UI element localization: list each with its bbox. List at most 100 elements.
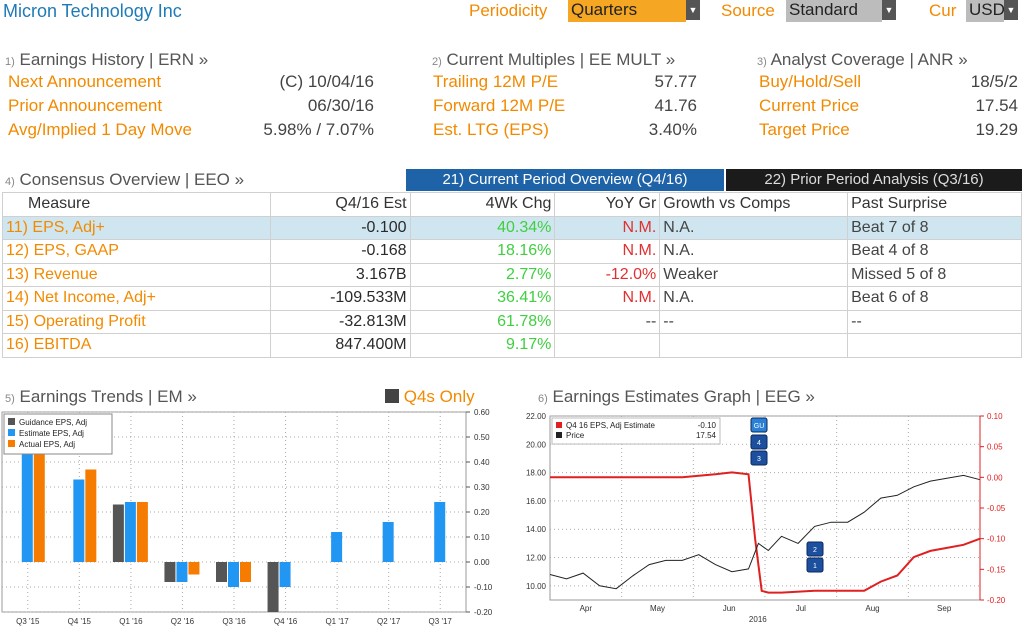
y-tick-label: -0.20 <box>474 608 493 617</box>
earnings-history-title[interactable]: 1) Earnings History | ERN » <box>5 50 209 69</box>
legend-value: 17.54 <box>696 431 717 440</box>
bar <box>164 562 176 582</box>
chart-lines <box>549 471 981 594</box>
chart-legend: Q4 16 EPS, Adj Estimate -0.10 Price 17.54 <box>551 417 721 445</box>
series-line <box>549 474 981 590</box>
bar <box>216 562 227 582</box>
bar <box>240 562 251 582</box>
bar <box>331 532 343 562</box>
x-tick-label: Q4 '15 <box>68 617 92 626</box>
q4s-only-toggle[interactable]: Q4s Only <box>385 387 475 407</box>
event-marker <box>806 557 824 573</box>
y-tick-label: 0.60 <box>474 408 490 417</box>
source-select[interactable]: Standard ▼ <box>786 0 896 22</box>
tab-prior-period[interactable]: 22) Prior Period Analysis (Q3/16) <box>726 169 1022 191</box>
column-header[interactable]: 4Wk Chg <box>409 192 556 217</box>
column-header[interactable]: YoY Gr <box>554 192 661 217</box>
x-tick-label: Q1 '16 <box>119 617 143 626</box>
x-tick-label: Q3 '16 <box>222 617 246 626</box>
bar <box>85 469 97 562</box>
y-tick-label: 0.00 <box>474 558 490 567</box>
left-tick-label: 14.00 <box>526 525 547 534</box>
y-axis-ticks: 0.60 0.50 0.40 0.30 0.20 0.10 0.00 -0.10 -0.20 <box>466 408 493 617</box>
analyst-coverage-panel: Buy/Hold/Sell 18/5/2 Current Price 17.54… <box>759 72 1018 144</box>
x-tick-label: Q1 '17 <box>325 617 349 626</box>
legend-label: Estimate EPS, Adj <box>19 429 84 438</box>
x-tick-label: Aug <box>865 604 879 613</box>
right-tick-label: -0.05 <box>987 504 1006 513</box>
legend-swatch <box>8 429 15 436</box>
earnings-trends-chart: 0.60 0.50 0.40 0.30 0.20 0.10 0.00 -0.10 -0.20 Q… <box>1 408 493 626</box>
list-item: Trailing 12M P/E 57.77 <box>433 72 697 91</box>
series-line <box>550 471 981 594</box>
list-item: Prior Announcement 06/30/16 <box>8 96 374 115</box>
event-marker <box>750 417 768 433</box>
chart-bars <box>21 417 446 612</box>
column-header[interactable]: Q4/16 Est <box>269 192 411 217</box>
left-tick-label: 20.00 <box>526 440 547 449</box>
list-item: Forward 12M P/E 41.76 <box>433 96 697 115</box>
legend-swatch <box>556 432 562 438</box>
list-item: Current Price 17.54 <box>759 96 1018 115</box>
currency-value: USD <box>966 0 1005 22</box>
bar <box>136 502 148 562</box>
x-year-label: 2016 <box>749 615 767 624</box>
earnings-graph-title[interactable]: 6) Earnings Estimates Graph | EEG » <box>538 387 815 406</box>
list-item: Avg/Implied 1 Day Move 5.98% / 7.07% <box>8 120 374 139</box>
event-marker-label: GU <box>754 423 765 430</box>
bar <box>33 417 45 562</box>
x-tick-label: Q3 '15 <box>16 617 40 626</box>
list-item: Buy/Hold/Sell 18/5/2 <box>759 72 1018 91</box>
currency-select[interactable]: USD ▼ <box>966 0 1018 22</box>
x-tick-label: May <box>650 604 665 613</box>
x-tick-label: Q3 '17 <box>429 617 453 626</box>
event-marker-label: 3 <box>757 456 761 463</box>
table-row[interactable]: 15) Operating Profit -32.813M 61.78% -- … <box>2 309 1022 334</box>
table-row[interactable]: 12) EPS, GAAP -0.168 18.16% N.M. N.A. Be… <box>2 239 1022 264</box>
earnings-trends-title[interactable]: 5) Earnings Trends | EM » <box>5 387 197 406</box>
column-header[interactable]: Growth vs Comps <box>659 192 849 217</box>
x-tick-label: Jul <box>796 604 806 613</box>
table-row[interactable]: 11) EPS, Adj+ -0.100 40.34% N.M. N.A. Be… <box>2 215 1022 240</box>
legend-swatch <box>8 440 15 447</box>
left-tick-label: 16.00 <box>526 497 547 506</box>
left-tick-label: 10.00 <box>526 582 547 591</box>
source-label: Source <box>721 1 775 20</box>
bar <box>228 562 239 587</box>
bar <box>188 562 200 575</box>
table-row[interactable]: 14) Net Income, Adj+ -109.533M 36.41% N.… <box>2 286 1022 311</box>
legend-swatch <box>8 418 15 425</box>
y-tick-label: 0.20 <box>474 508 490 517</box>
right-tick-label: -0.15 <box>987 565 1006 574</box>
bar <box>21 417 33 562</box>
x-tick-label: Q4 '16 <box>274 617 298 626</box>
right-tick-label: -0.20 <box>987 596 1006 605</box>
bar <box>73 479 85 562</box>
consensus-overview-title[interactable]: 4) Consensus Overview | EEO » <box>5 170 245 189</box>
table-header-row: Measure Q4/16 Est 4Wk Chg YoY Gr Growth … <box>2 192 1022 217</box>
legend-value: -0.10 <box>698 421 717 430</box>
column-header[interactable]: Past Surprise <box>847 192 1022 217</box>
event-marker-label: 4 <box>757 440 761 447</box>
periodicity-label: Periodicity <box>469 1 548 20</box>
left-tick-label: 12.00 <box>526 554 547 563</box>
table-row[interactable]: 16) EBITDA 847.400M 9.17% <box>2 333 1022 358</box>
tab-current-period[interactable]: 21) Current Period Overview (Q4/16) <box>406 169 724 191</box>
bar <box>267 562 279 612</box>
chevron-down-icon: ▼ <box>686 0 700 20</box>
bar <box>124 502 136 562</box>
analyst-coverage-title[interactable]: 3) Analyst Coverage | ANR » <box>757 50 968 69</box>
current-multiples-title[interactable]: 2) Current Multiples | EE MULT » <box>432 50 676 69</box>
x-tick-label: Q2 '17 <box>377 617 401 626</box>
source-value: Standard <box>786 0 882 22</box>
axis-ticks: 22.0020.0018.0016.0014.0012.0010.000.100… <box>526 412 1006 624</box>
y-tick-label: 0.10 <box>474 533 490 542</box>
column-header[interactable]: Measure <box>2 192 271 217</box>
table-row[interactable]: 13) Revenue 3.167B 2.77% -12.0% Weaker M… <box>2 262 1022 287</box>
periodicity-select[interactable]: Quarters ▼ <box>568 0 700 22</box>
chevron-down-icon: ▼ <box>1004 0 1018 20</box>
checkbox-icon <box>385 389 399 403</box>
list-item: Target Price 19.29 <box>759 120 1018 139</box>
legend-label: Price <box>566 431 585 440</box>
x-tick-label: Jun <box>723 604 736 613</box>
